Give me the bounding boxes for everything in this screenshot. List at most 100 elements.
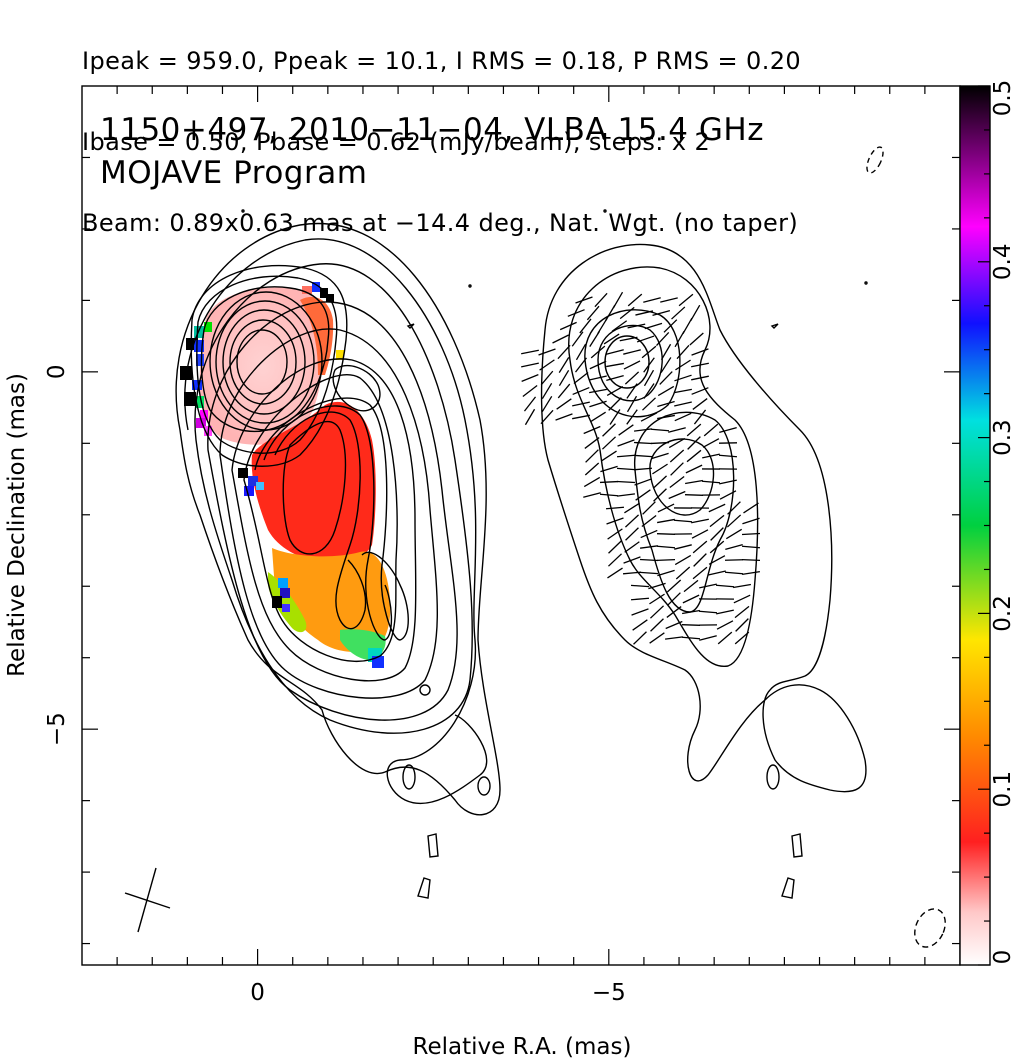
pol-vector [734, 631, 750, 645]
pol-vector [741, 545, 761, 549]
pol-vector [617, 439, 635, 447]
pol-vector [686, 449, 702, 463]
pol-vector [559, 321, 577, 331]
left-panel-contours [175, 209, 501, 899]
pol-vector [639, 545, 659, 549]
pol-vector [606, 517, 624, 525]
pol-vector [555, 413, 573, 421]
pol-vector [702, 453, 720, 459]
pol-vector [605, 304, 616, 322]
pol-vector [618, 424, 634, 436]
pol-vector [671, 306, 686, 320]
pol-vector [665, 620, 683, 630]
pol-vector [607, 528, 623, 540]
pol-vector [674, 554, 692, 566]
pol-vector [632, 619, 648, 631]
pol-vector [733, 583, 751, 589]
pol-vector [606, 362, 624, 368]
pol-vector [594, 292, 608, 308]
pol-vector [626, 383, 638, 399]
pol-vector [689, 332, 704, 346]
pol-vector [643, 383, 655, 399]
pol-vector [657, 569, 675, 577]
pol-vector [692, 566, 708, 580]
pol-vector [608, 397, 622, 411]
pol-vector [607, 567, 623, 579]
pol-vector [606, 374, 624, 382]
pol-vector [743, 502, 759, 514]
pol-vector [656, 558, 676, 562]
pol-vector [692, 398, 708, 410]
header-line-1: Ipeak = 959.0, Ppeak = 10.1, I RMS = 0.1… [82, 47, 802, 75]
pol-vector [602, 423, 616, 437]
pol-vector [585, 449, 599, 463]
pol-vector [692, 540, 708, 554]
pol-vector [669, 476, 685, 488]
pol-vector [639, 558, 659, 562]
pol-vector [626, 409, 638, 425]
pol-vector [625, 527, 639, 541]
pol-vector [633, 428, 653, 432]
pol-vector [643, 369, 655, 387]
pol-vector [567, 309, 585, 317]
pol-vector [597, 317, 608, 335]
pol-vector [686, 423, 702, 437]
pol-vector [674, 374, 692, 382]
pol-vector [574, 357, 588, 373]
pol-vector [657, 385, 675, 397]
pol-vector [674, 388, 692, 394]
pol-vector [741, 558, 761, 562]
pol-vector [571, 331, 584, 347]
polarization-vectors [521, 291, 761, 645]
pol-vector [690, 304, 701, 322]
pol-vector [675, 359, 691, 371]
pol-vector [634, 478, 652, 486]
pol-vector [716, 620, 734, 630]
x-tick-label: −5 [592, 980, 626, 1006]
pol-vector [674, 330, 685, 348]
pol-vector [657, 400, 675, 408]
pol-vector [635, 489, 651, 501]
pol-vector [601, 436, 617, 450]
pol-vector [660, 297, 678, 303]
pol-vector [589, 331, 600, 347]
pol-vector [710, 527, 724, 541]
pol-vector [558, 357, 570, 373]
pol-vector [660, 343, 672, 361]
pol-vector [708, 503, 726, 513]
pol-vector [652, 463, 668, 475]
pol-vector [733, 594, 751, 604]
pol-vector [678, 293, 694, 307]
pol-vector [599, 480, 619, 484]
pol-vector [693, 553, 707, 567]
pol-vector [649, 593, 665, 605]
pol-vector [630, 584, 650, 588]
pol-vector [619, 336, 638, 342]
pol-vector [674, 412, 692, 422]
pol-vector [639, 571, 659, 575]
header-line-2: Ibase = 0.50, Pbase = 0.62 (mJy/beam), s… [82, 128, 711, 156]
pol-vector [552, 334, 569, 344]
pol-vector [643, 357, 655, 373]
pol-vector [541, 396, 553, 412]
pol-vector [657, 503, 675, 513]
y-tick-label: 0 [44, 365, 70, 380]
colorbar-tick-label: 0 [990, 950, 1016, 965]
pol-vector [649, 632, 665, 644]
pol-vector [583, 425, 601, 435]
pol-vector [521, 374, 539, 382]
pol-vector [644, 322, 663, 330]
pol-vector [674, 401, 692, 407]
pol-vector [624, 514, 640, 528]
pol-vector [572, 414, 590, 420]
pol-vector [575, 296, 593, 304]
pol-vector [735, 618, 749, 632]
pol-vector [589, 400, 607, 408]
pol-vector [742, 517, 760, 525]
colorbar-tick-label: 0.3 [990, 419, 1016, 456]
colorbar-ticks: 0 0.1 0.2 0.3 0.4 0.5 [978, 80, 1016, 966]
pol-vector [683, 579, 699, 593]
colorbar-tick-label: 0.2 [990, 595, 1016, 632]
pol-vector [676, 344, 690, 360]
right-panel-contours [468, 209, 868, 899]
